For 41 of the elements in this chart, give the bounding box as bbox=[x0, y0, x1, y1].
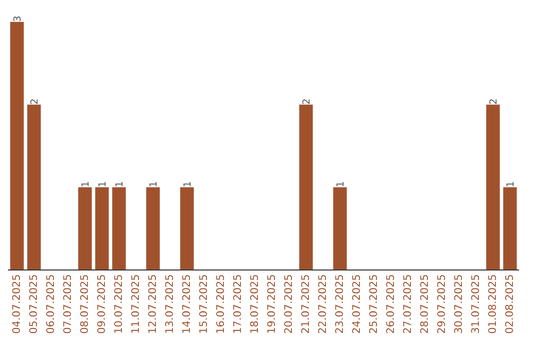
x-tick-label: 17.07.2025 bbox=[233, 275, 242, 333]
x-tick-label: 16.07.2025 bbox=[216, 275, 224, 333]
data-label: 2 bbox=[302, 99, 310, 104]
x-tick-label: 11.07.2025 bbox=[131, 275, 140, 333]
data-label: 1 bbox=[336, 182, 344, 186]
x-tick-label: 08.07.2025 bbox=[80, 275, 88, 334]
x-tick-label: 27.07.2025 bbox=[403, 275, 412, 334]
data-label: 3 bbox=[13, 16, 21, 22]
x-tick-label: 05.07.2025 bbox=[29, 275, 38, 334]
x-tick-label: 20.07.2025 bbox=[284, 275, 292, 334]
x-tick-label: 18.07.2025 bbox=[250, 275, 258, 333]
data-label: 2 bbox=[489, 99, 497, 104]
x-tick-label: 19.07.2025 bbox=[267, 275, 276, 333]
x-tick-label: 09.07.2025 bbox=[97, 275, 106, 334]
x-tick-label: 29.07.2025 bbox=[437, 275, 446, 334]
x-tick-label: 02.08.2025 bbox=[505, 275, 514, 334]
x-tick-label: 21.07.2025 bbox=[301, 275, 310, 334]
data-label: 1 bbox=[81, 182, 89, 186]
x-tick-label: 06.07.2025 bbox=[46, 275, 54, 334]
x-tick-label: 31.07.2025 bbox=[471, 275, 480, 334]
x-tick-label: 04.07.2025 bbox=[12, 275, 20, 334]
data-label: 1 bbox=[183, 182, 191, 186]
x-tick-label: 25.07.2025 bbox=[369, 275, 378, 334]
x-tick-label: 15.07.2025 bbox=[199, 275, 208, 333]
data-label: 1 bbox=[115, 182, 123, 186]
x-tick-label: 28.07.2025 bbox=[420, 275, 428, 334]
x-tick-label: 12.07.2025 bbox=[148, 275, 156, 333]
data-label: 2 bbox=[30, 99, 38, 104]
x-tick-label: 13.07.2025 bbox=[165, 275, 174, 333]
x-tick-label: 24.07.2025 bbox=[352, 275, 360, 334]
x-tick-label: 01.08.2025 bbox=[488, 275, 496, 334]
x-tick-label: 26.07.2025 bbox=[386, 275, 394, 334]
data-label: 1 bbox=[149, 182, 157, 186]
x-tick-label: 10.07.2025 bbox=[114, 275, 122, 333]
x-tick-label: 07.07.2025 bbox=[63, 275, 72, 334]
x-tick-label: 23.07.2025 bbox=[335, 275, 344, 334]
x-tick-label: 30.07.2025 bbox=[454, 275, 462, 334]
x-tick-label: 22.07.2025 bbox=[318, 275, 326, 334]
x-tick-label: 14.07.2025 bbox=[182, 275, 190, 333]
data-label: 1 bbox=[98, 182, 106, 186]
data-label: 1 bbox=[506, 182, 514, 186]
